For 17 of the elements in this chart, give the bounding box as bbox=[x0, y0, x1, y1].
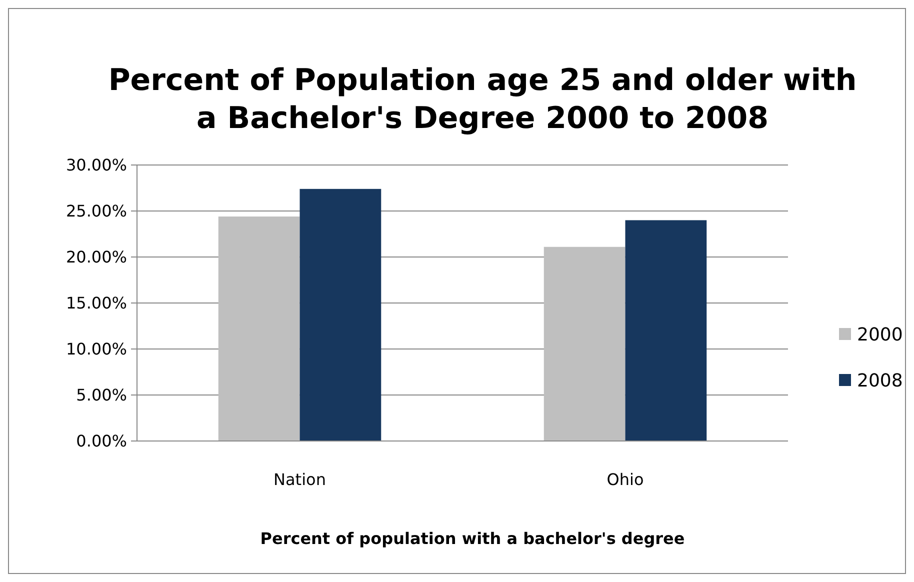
y-tick-label: 0.00% bbox=[76, 432, 127, 451]
y-tick-label: 20.00% bbox=[66, 248, 127, 267]
y-tick-label: 15.00% bbox=[66, 294, 127, 313]
y-tick-label: 10.00% bbox=[66, 340, 127, 359]
bar bbox=[218, 216, 300, 441]
y-tick-label: 30.00% bbox=[66, 156, 127, 175]
legend-label: 2000 bbox=[857, 324, 903, 346]
bar bbox=[625, 220, 707, 441]
bar bbox=[300, 188, 382, 441]
x-tick-label: Ohio bbox=[606, 470, 644, 489]
chart-title: Percent of Population age 25 and older with a Bachelor's Degree 2000 to 2008 bbox=[108, 63, 857, 136]
legend-label: 2008 bbox=[857, 370, 903, 392]
y-tick-label: 25.00% bbox=[66, 202, 127, 221]
y-tick-label: 5.00% bbox=[76, 386, 127, 405]
x-axis-title: Percent of population with a bachelor's degree bbox=[260, 529, 685, 548]
bar bbox=[544, 246, 626, 441]
x-tick-label: Nation bbox=[274, 470, 326, 489]
